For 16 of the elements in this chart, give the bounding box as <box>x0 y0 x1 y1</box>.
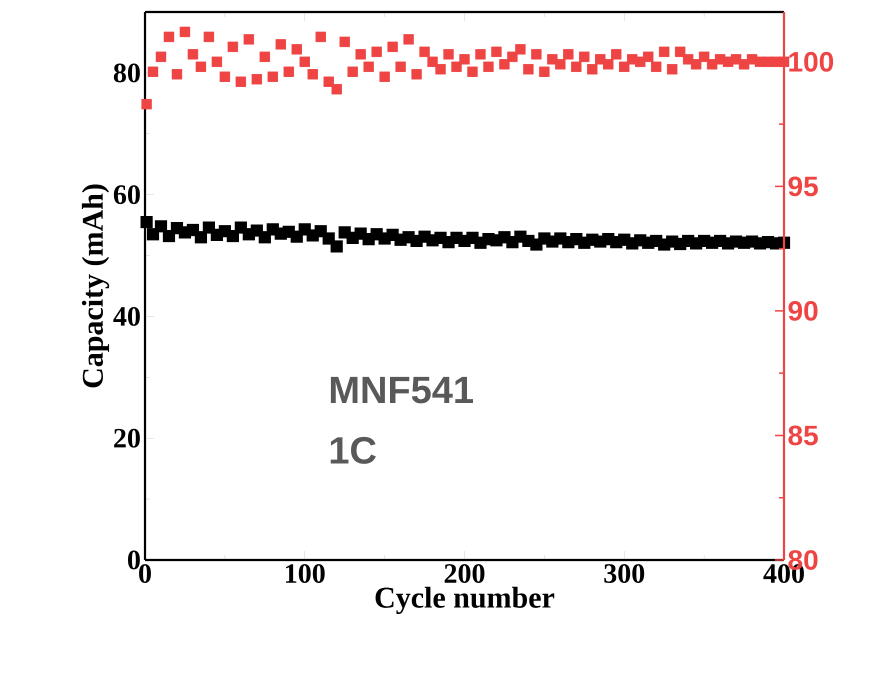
y2-tick-label: 95 <box>788 176 818 196</box>
y-tick-label: 60 <box>114 185 140 204</box>
y2-tick-label: 90 <box>788 300 818 321</box>
x-tick-label: 100 <box>286 564 325 583</box>
y-tick-label: 0 <box>128 550 140 570</box>
y-tick-label: 40 <box>113 306 140 326</box>
x-tick-label: 200 <box>444 564 484 583</box>
y2-tick-label: 85 <box>788 426 818 446</box>
y-axis-title: Capacity (mAh) <box>82 184 110 388</box>
x-tick-label: 300 <box>604 564 644 583</box>
x-axis-title: Cycle number <box>376 586 554 614</box>
y2-tick-label: 100 <box>789 52 834 72</box>
annotation: 1C <box>330 436 376 464</box>
y-tick-label: 20 <box>114 428 140 448</box>
y-tick-label: 80 <box>114 63 140 82</box>
annotation: MNF541 <box>330 376 473 404</box>
